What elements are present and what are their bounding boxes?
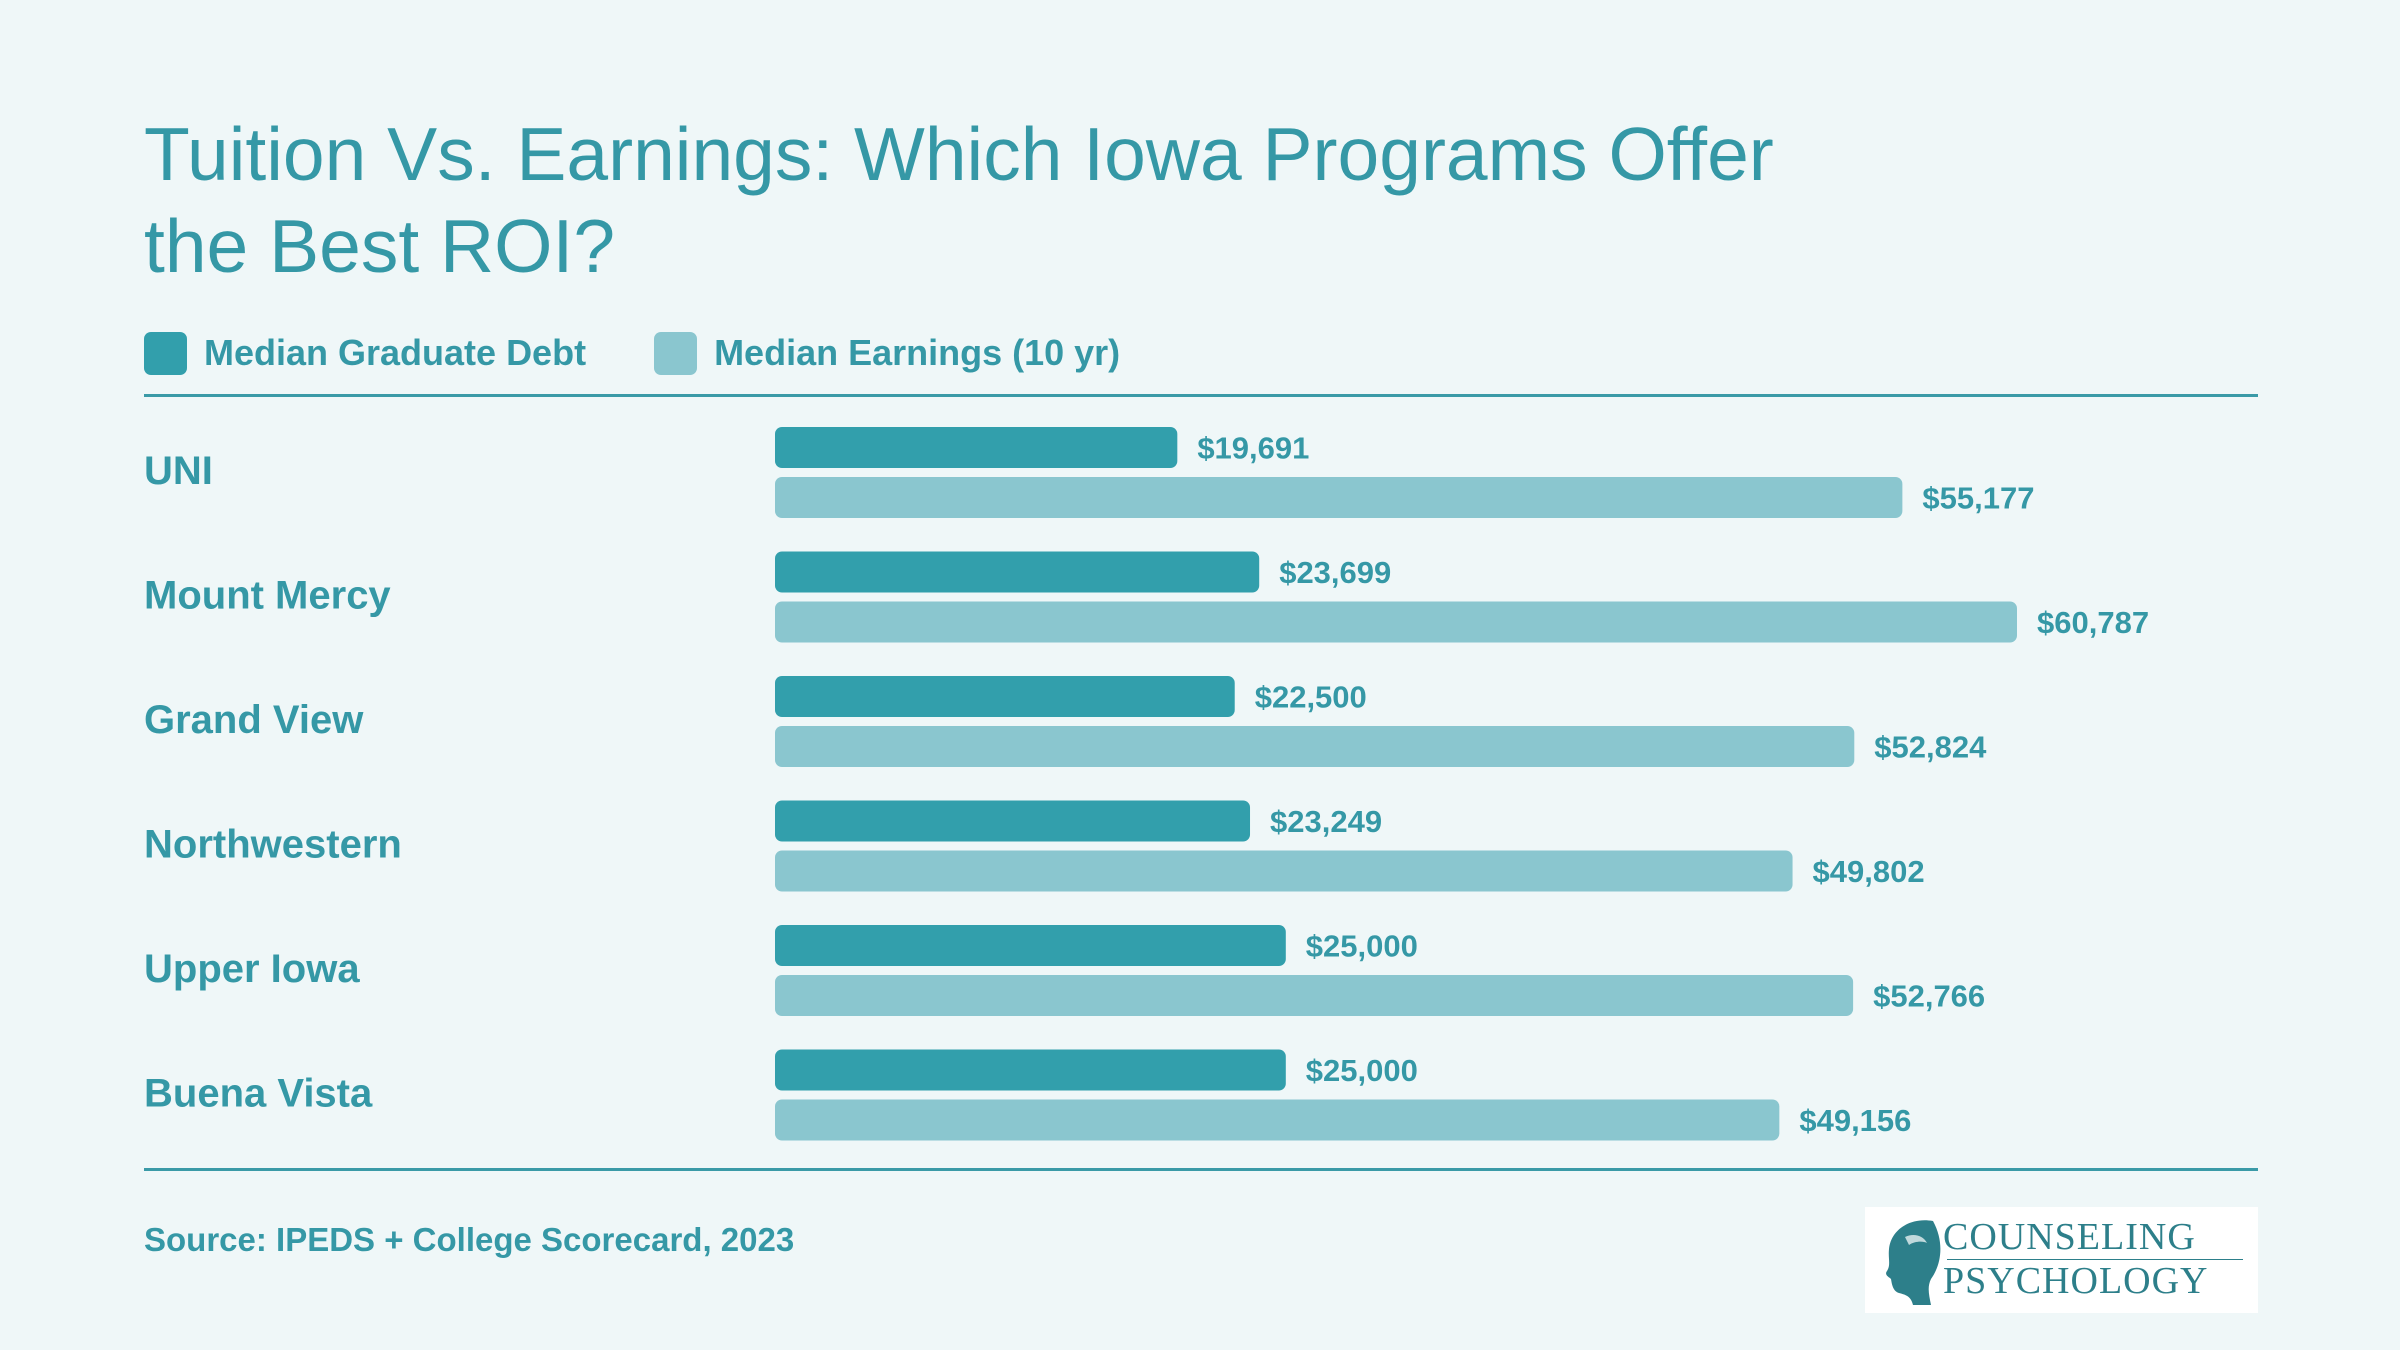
- data-label-debt-mount-mercy: $23,699: [1279, 555, 1391, 590]
- data-label-debt-upper-iowa: $25,000: [1306, 929, 1418, 964]
- logo-text-psychology: PSYCHOLOGY: [1943, 1260, 2209, 1302]
- bar-earnings-buena-vista: [775, 1099, 1780, 1141]
- data-label-debt-grand-view: $22,500: [1255, 680, 1367, 715]
- legend-item-debt: Median Graduate Debt: [144, 331, 587, 375]
- legend-item-earnings: Median Earnings (10 yr): [654, 331, 1121, 375]
- bottom-divider: [144, 1168, 2258, 1171]
- bar-debt-uni: [775, 427, 1178, 468]
- chart-legend: Median Graduate Debt Median Earnings (10…: [144, 330, 1188, 376]
- data-label-debt-buena-vista: $25,000: [1306, 1053, 1418, 1088]
- legend-label-earnings: Median Earnings (10 yr): [714, 332, 1121, 373]
- category-label-upper-iowa: Upper Iowa: [144, 947, 360, 991]
- legend-swatch-earnings: [654, 331, 698, 375]
- data-label-earnings-buena-vista: $49,156: [1799, 1103, 1911, 1138]
- bar-debt-upper-iowa: [775, 925, 1286, 966]
- data-label-earnings-northwestern: $49,802: [1813, 854, 1925, 889]
- chart-title-line-1: Tuition Vs. Earnings: Which Iowa Program…: [144, 112, 1774, 196]
- bar-earnings-uni: [775, 477, 1903, 518]
- counseling-psychology-logo: COUNSELING PSYCHOLOGY: [1865, 1207, 2258, 1313]
- bar-earnings-mount-mercy: [775, 601, 2017, 643]
- data-label-earnings-grand-view: $52,824: [1874, 730, 1987, 765]
- top-divider: [144, 394, 2258, 397]
- bar-debt-northwestern: [775, 800, 1251, 842]
- data-label-earnings-mount-mercy: $60,787: [2037, 605, 2149, 640]
- category-label-uni: UNI: [144, 449, 213, 493]
- bar-debt-grand-view: [775, 676, 1235, 717]
- source-note: Source: IPEDS + College Scorecard, 2023: [144, 1221, 795, 1258]
- head-profile-icon: [1886, 1220, 1941, 1305]
- bar-debt-buena-vista: [775, 1049, 1286, 1091]
- bar-earnings-upper-iowa: [775, 975, 1854, 1016]
- chart-title: Tuition Vs. Earnings: Which Iowa Program…: [144, 108, 1904, 292]
- logo-text-counseling: COUNSELING: [1943, 1216, 2196, 1258]
- category-label-buena-vista: Buena Vista: [144, 1072, 373, 1116]
- data-label-earnings-uni: $55,177: [1922, 481, 2034, 516]
- category-label-grand-view: Grand View: [144, 698, 364, 742]
- category-label-mount-mercy: Mount Mercy: [144, 574, 391, 618]
- bar-earnings-northwestern: [775, 850, 1793, 892]
- legend-swatch-debt: [144, 331, 187, 375]
- data-label-debt-uni: $19,691: [1197, 431, 1309, 466]
- logo-divider: [1947, 1259, 2243, 1260]
- category-label-northwestern: Northwestern: [144, 823, 402, 867]
- bar-debt-mount-mercy: [775, 551, 1260, 593]
- legend-label-debt: Median Graduate Debt: [204, 332, 587, 373]
- bar-earnings-grand-view: [775, 726, 1855, 767]
- data-label-earnings-upper-iowa: $52,766: [1873, 979, 1985, 1014]
- data-label-debt-northwestern: $23,249: [1270, 804, 1382, 839]
- chart-title-line-2: the Best ROI?: [144, 204, 616, 288]
